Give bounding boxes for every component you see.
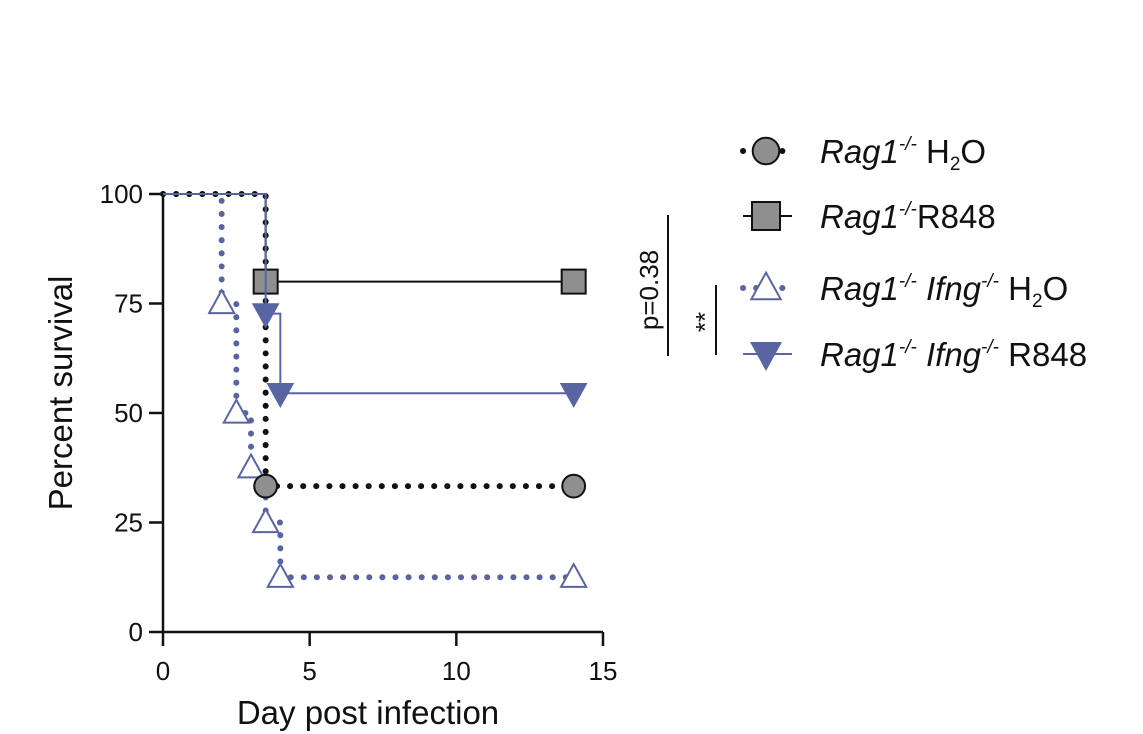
series-4 [163,193,588,409]
significance-stars: ** [690,312,720,332]
series-1 [160,191,587,499]
data-point [251,303,280,329]
data-point [561,473,587,499]
y-axis-title: Percent survival [42,276,79,511]
x-axis-title: Day post infection [237,694,499,731]
legend: Rag1-/- H2O Rag1-/-R848 Rag1-/- Ifng-/- H2… [740,133,1087,373]
legend-entry-3: Rag1-/- Ifng-/- H2O [740,270,1068,312]
legend-label: Rag1-/- Ifng-/- R848 [820,336,1087,373]
survival-line [163,193,574,283]
x-tick-label: 15 [589,656,618,686]
data-point [207,288,236,315]
data-point [253,473,279,499]
data-point [222,397,251,424]
data-point [266,382,295,409]
significance-annotations: p=0.38 ** [634,215,720,356]
series-2 [163,193,587,295]
y-tick-label: 100 [100,179,143,209]
legend-label: Rag1-/- H2O [820,133,986,175]
legend-label: Rag1-/-R848 [820,198,996,235]
data-point [236,452,266,479]
y-tick-label: 0 [129,617,143,647]
data-point [560,268,587,295]
data-point [559,382,588,409]
survival-line [160,191,577,490]
legend-marker [750,342,782,371]
y-tick-label: 50 [114,398,143,428]
x-tick-label: 0 [156,656,170,686]
legend-entry-4: Rag1-/- Ifng-/- R848 [743,336,1087,373]
series-3 [160,191,588,588]
data-point [251,507,280,534]
x-tick-label: 10 [442,656,471,686]
y-tick-label: 25 [114,508,143,538]
data-point [266,561,295,588]
series-layer [160,191,588,588]
legend-entry-2: Rag1-/-R848 [743,198,996,235]
legend-entry-1: Rag1-/- H2O [740,133,986,175]
y-tick-label: 75 [114,289,143,319]
axes: 0 25 50 75 100 0 5 10 15 Day post infection Percen… [42,179,617,731]
legend-marker [751,201,781,231]
p-value-label: p=0.38 [634,250,664,330]
legend-label: Rag1-/- Ifng-/- H2O [820,270,1068,312]
survival-line [160,191,577,581]
legend-marker [749,270,783,301]
x-tick-label: 5 [302,656,316,686]
data-point [559,561,588,588]
legend-marker [751,136,781,166]
